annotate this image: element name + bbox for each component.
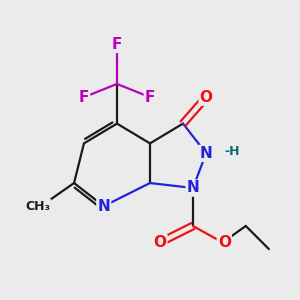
- Text: CH₃: CH₃: [25, 200, 50, 213]
- Text: O: O: [218, 235, 231, 250]
- Text: F: F: [145, 90, 155, 105]
- Text: O: O: [200, 90, 213, 105]
- Text: N: N: [187, 181, 199, 196]
- Text: O: O: [153, 235, 167, 250]
- Text: N: N: [98, 199, 110, 214]
- Text: F: F: [112, 37, 122, 52]
- Text: -H: -H: [224, 145, 240, 158]
- Text: N: N: [200, 146, 212, 161]
- Text: F: F: [79, 90, 89, 105]
